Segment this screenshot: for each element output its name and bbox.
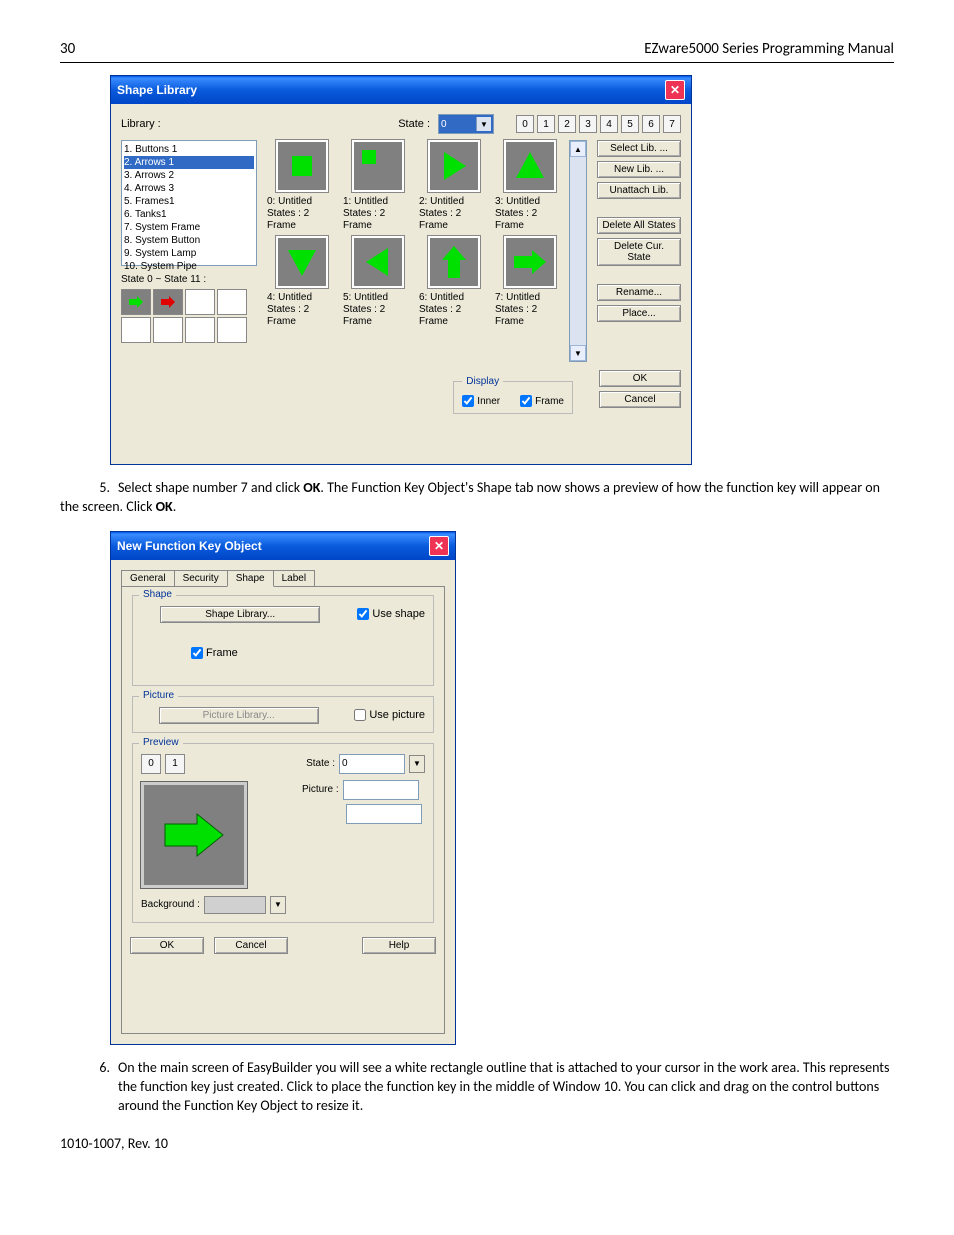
shape-thumb[interactable]: 1: UntitledStates : 2Frame [343,140,413,232]
chevron-down-icon[interactable]: ▼ [476,117,491,131]
scrollbar[interactable]: ▲ ▼ [569,140,587,362]
list-item[interactable]: 4. Arrows 3 [124,182,254,195]
tab-security[interactable]: Security [174,570,228,587]
cancel-button[interactable]: Cancel [214,937,288,954]
shape-thumb[interactable]: 5: UntitledStates : 2Frame [343,236,413,328]
tab-shape[interactable]: Shape [227,570,274,587]
scroll-down-icon[interactable]: ▼ [570,345,586,361]
shape-thumb[interactable]: 0: UntitledStates : 2Frame [267,140,337,232]
list-item[interactable]: 9. System Lamp [124,247,254,260]
shape-thumbnails: 0: UntitledStates : 2Frame1: UntitledSta… [267,140,565,362]
list-item[interactable]: 6. Tanks1 [124,208,254,221]
page-header: 30 EZware5000 Series Programming Manual [60,40,894,63]
manual-title: EZware5000 Series Programming Manual [644,40,894,58]
lib-action-button[interactable]: Delete All States [597,217,681,234]
lib-action-button[interactable]: Rename... [597,284,681,301]
state-label: State : [398,118,430,130]
shape-group: Shape Shape Library... Use shape Frame [132,595,434,686]
window-title: New Function Key Object [117,539,262,553]
use-picture-checkbox[interactable]: Use picture [354,709,425,721]
display-group: Display Inner Frame [453,376,573,414]
state-combo[interactable]: 0 ▼ [438,114,494,134]
state-btn-7[interactable]: 7 [663,115,681,133]
list-item[interactable]: 5. Frames1 [124,195,254,208]
titlebar: Shape Library ✕ [111,76,691,104]
shape-thumb[interactable]: 6: UntitledStates : 2Frame [419,236,489,328]
preview-state-1[interactable]: 1 [165,754,185,774]
lib-action-button[interactable]: Select Lib. ... [597,140,681,157]
list-item[interactable]: 3. Arrows 2 [124,169,254,182]
shape-frame-checkbox[interactable]: Frame [191,647,425,659]
shape-library-window: Shape Library ✕ Library : State : 0 ▼ 01… [110,75,692,465]
list-item[interactable]: 7. System Frame [124,221,254,234]
state-btn-4[interactable]: 4 [600,115,618,133]
state-btn-3[interactable]: 3 [579,115,597,133]
state-btn-6[interactable]: 6 [642,115,660,133]
frame-checkbox[interactable]: Frame [520,395,564,407]
inner-checkbox[interactable]: Inner [462,395,500,407]
picture-library-button[interactable]: Picture Library... [159,707,319,724]
shape-thumb[interactable]: 7: UntitledStates : 2Frame [495,236,565,328]
scroll-up-icon[interactable]: ▲ [570,141,586,157]
function-key-window: New Function Key Object ✕ GeneralSecurit… [110,531,456,1045]
cancel-button[interactable]: Cancel [599,391,681,408]
use-shape-checkbox[interactable]: Use shape [357,608,425,620]
list-item[interactable]: 1. Buttons 1 [124,143,254,156]
state-btn-1[interactable]: 1 [537,115,555,133]
state-btn-0[interactable]: 0 [516,115,534,133]
library-list[interactable]: 1. Buttons 12. Arrows 13. Arrows 24. Arr… [121,140,257,266]
mini-preview-grid [121,289,257,343]
page-number: 30 [60,40,75,58]
step-6: 6.On the main screen of EasyBuilder you … [60,1059,894,1116]
list-item[interactable]: 8. System Button [124,234,254,247]
preview-image [141,782,247,888]
chevron-down-icon[interactable]: ▼ [270,896,286,914]
shape-thumb[interactable]: 3: UntitledStates : 2Frame [495,140,565,232]
tab-general[interactable]: General [121,570,175,587]
picture-input-2[interactable] [346,804,422,824]
library-label: Library : [121,118,161,130]
preview-state-0[interactable]: 0 [141,754,161,774]
lib-action-button[interactable]: New Lib. ... [597,161,681,178]
step-5: 5.Select shape number 7 and click OK. Th… [60,479,894,517]
ok-button[interactable]: OK [130,937,204,954]
picture-group: Picture Picture Library... Use picture [132,696,434,733]
background-swatch[interactable] [204,896,266,914]
ok-button[interactable]: OK [599,370,681,387]
close-icon[interactable]: ✕ [665,80,685,100]
preview-group: Preview 0 1 State : ▼ Background : ▼ Pic [132,743,434,923]
shape-library-button[interactable]: Shape Library... [160,606,320,623]
shape-thumb[interactable]: 2: UntitledStates : 2Frame [419,140,489,232]
picture-input[interactable] [343,780,419,800]
lib-action-button[interactable]: Place... [597,305,681,322]
lib-action-button[interactable]: Unattach Lib. [597,182,681,199]
list-item[interactable]: 10. System Pipe [124,260,254,273]
shape-thumb[interactable]: 4: UntitledStates : 2Frame [267,236,337,328]
page-footer: 1010-1007, Rev. 10 [60,1135,894,1152]
state-btn-5[interactable]: 5 [621,115,639,133]
chevron-down-icon[interactable]: ▼ [409,755,425,773]
close-icon[interactable]: ✕ [429,536,449,556]
lib-action-button[interactable]: Delete Cur. State [597,238,681,266]
help-button[interactable]: Help [362,937,436,954]
list-item[interactable]: 2. Arrows 1 [124,156,254,169]
state-input[interactable] [339,754,405,774]
tab-label[interactable]: Label [273,570,315,587]
state-range-label: State 0 ~ State 11 : [121,274,206,285]
state-btn-2[interactable]: 2 [558,115,576,133]
window-title: Shape Library [117,83,197,97]
